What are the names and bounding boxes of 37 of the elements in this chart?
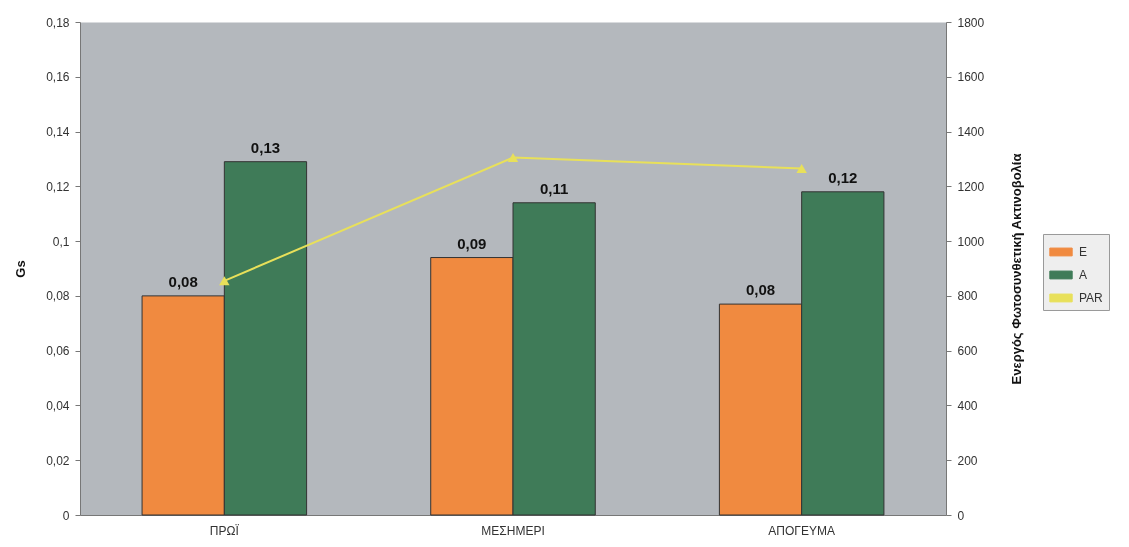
y2-tick-label: 400 <box>957 398 978 413</box>
y-tick-label: 0,1 <box>52 234 70 249</box>
y2-tick-label: 1200 <box>957 179 985 194</box>
y2-tick-label: 1400 <box>957 125 985 140</box>
y2-tick-label: 600 <box>957 344 978 359</box>
y-tick-label: 0,06 <box>46 344 70 359</box>
y2-tick-label: 1600 <box>957 70 985 85</box>
y2-tick-label: 200 <box>957 453 978 468</box>
x-tick-label: ΑΠΟΓΕΥΜΑ <box>768 523 835 538</box>
data-label: 0,09 <box>457 234 487 252</box>
y-tick-label: 0,12 <box>46 179 70 194</box>
y2-tick-label: 1000 <box>957 234 985 249</box>
data-label: 0,08 <box>168 272 198 290</box>
y-tick-label: 0,08 <box>46 289 70 304</box>
legend-label: PAR <box>1079 290 1104 305</box>
y-tick-label: 0 <box>62 508 70 523</box>
y2-tick-label: 0 <box>957 508 965 523</box>
legend-label: E <box>1079 244 1088 259</box>
x-tick-label: ΜΕΣΗΜΕΡΙ <box>481 523 545 538</box>
point <box>507 153 519 163</box>
y2-tick-label: 1800 <box>957 15 985 30</box>
point <box>796 163 807 174</box>
y-axis-title: Gs <box>13 260 29 278</box>
y2-axis-title: Ενεργός Φωτοσυνθετική Ακτινοβολία <box>1009 153 1025 385</box>
y-tick-label: 0,02 <box>46 453 70 468</box>
y-tick-label: 0,18 <box>46 15 70 30</box>
legend-label: A <box>1079 267 1088 282</box>
data-label: 0,11 <box>539 179 569 197</box>
point <box>219 276 230 286</box>
data-label: 0,13 <box>250 138 281 156</box>
x-tick-label: ΠΡΩΪ <box>209 523 240 538</box>
data-label: 0,12 <box>828 168 858 186</box>
y-tick-label: 0,14 <box>46 125 70 140</box>
y-tick-label: 0,04 <box>46 398 70 413</box>
y2-tick-label: 800 <box>957 289 978 304</box>
y-tick-label: 0,16 <box>46 70 70 85</box>
data-label: 0,08 <box>745 281 776 299</box>
